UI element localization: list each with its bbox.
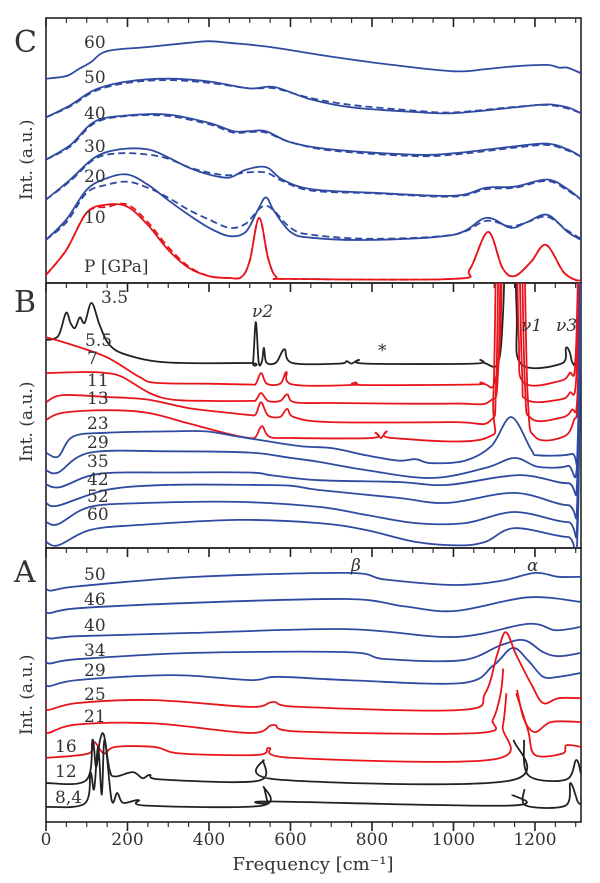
spectrum-c-20-fit	[46, 180, 581, 241]
x-tick-label: 800	[356, 830, 388, 850]
annotation-alpha: α	[527, 556, 539, 576]
spectrum-b-11	[46, 283, 581, 426]
series-label: 30	[84, 137, 106, 157]
series-label: 42	[87, 470, 109, 490]
y-axis-label-a: Int. (a.u.)	[17, 655, 37, 735]
annotation-nu1: ν1	[521, 316, 542, 336]
series-label: 5.5	[85, 331, 112, 351]
spectrum-a-50	[46, 571, 581, 592]
annotation-beta: β	[350, 556, 361, 576]
annotation-nu2: ν2	[252, 302, 273, 322]
x-axis-label: Frequency [cm⁻¹]	[233, 854, 394, 875]
y-axis-label-b: Int. (a.u.)	[17, 382, 37, 462]
series-label: 29	[84, 661, 106, 681]
series-label: 50	[84, 68, 106, 88]
spectrum-a-16	[46, 692, 581, 763]
spectrum-c-50-fit	[46, 79, 581, 119]
spectrum-b-35	[46, 283, 581, 497]
spectrum-a-34	[46, 638, 581, 665]
series-label: 52	[87, 487, 109, 507]
spectrum-b-29	[46, 283, 581, 479]
series-label: 8,4	[55, 788, 82, 808]
series-label: 16	[55, 737, 77, 757]
x-tick-label: 1000	[432, 830, 475, 850]
annotation-asterisk: *	[378, 341, 387, 361]
spectrum-b-52	[46, 283, 581, 539]
spectrum-c-20	[46, 173, 581, 241]
x-tick-label: 600	[274, 830, 306, 850]
spectrum-b-23	[46, 283, 581, 467]
y-axis-label-c: Int. (a.u.)	[17, 120, 37, 200]
series-label: 13	[87, 389, 109, 409]
series-label: 60	[87, 505, 109, 525]
panel-a-traces	[46, 571, 581, 809]
series-label: 40	[84, 616, 106, 636]
series-label: 12	[55, 762, 77, 782]
panel-letter-b: B	[14, 285, 36, 320]
annotation-nu3: ν3	[556, 316, 577, 336]
spectrum-a-46	[46, 596, 581, 615]
panel-c-frame	[45, 17, 582, 284]
series-label: 21	[84, 707, 106, 727]
series-label: 60	[84, 33, 106, 53]
spectrum-c-60	[46, 40, 581, 80]
series-label: 25	[84, 685, 106, 705]
legend-title: P [GPa]	[84, 257, 149, 277]
spectrum-c-10-fit	[46, 202, 581, 282]
spectrum-b-13	[46, 283, 581, 443]
spectrum-b-60	[46, 283, 581, 548]
x-tick-label: 200	[111, 830, 143, 850]
x-tick-labels: 0 200 400 600 800 1000 1200	[41, 830, 557, 850]
x-axis-ticks	[45, 18, 577, 831]
spectrum-a-40	[46, 622, 581, 640]
spectrum-a-29	[46, 647, 581, 688]
series-label: 20	[84, 167, 106, 187]
spectrum-c-40	[46, 113, 581, 161]
x-tick-label: 1200	[513, 830, 556, 850]
series-label: 10	[84, 208, 106, 228]
spectrum-c-30-fit	[46, 152, 581, 201]
x-tick-label: 0	[41, 830, 52, 850]
series-label: 7	[87, 349, 98, 369]
series-label: 46	[84, 590, 106, 610]
x-tick-label: 400	[193, 830, 225, 850]
series-label: 34	[84, 641, 106, 661]
series-label: 50	[84, 565, 106, 585]
spectrum-b-5-5	[46, 283, 579, 389]
spectrum-c-30	[46, 147, 581, 201]
panel-letter-a: A	[13, 555, 36, 590]
series-label: 23	[87, 414, 109, 434]
series-label: 35	[87, 452, 109, 472]
series-label: 29	[87, 433, 109, 453]
spectrum-c-40-fit	[46, 114, 581, 161]
spectrum-a-8-4	[46, 738, 581, 809]
series-label: 3.5	[101, 288, 128, 308]
panel-b-traces	[46, 283, 581, 548]
series-label: 40	[84, 104, 106, 124]
spectrum-a-25	[46, 631, 581, 712]
panel-c-traces	[46, 40, 581, 282]
series-label: 11	[87, 371, 109, 391]
panel-letter-c: C	[14, 25, 37, 60]
